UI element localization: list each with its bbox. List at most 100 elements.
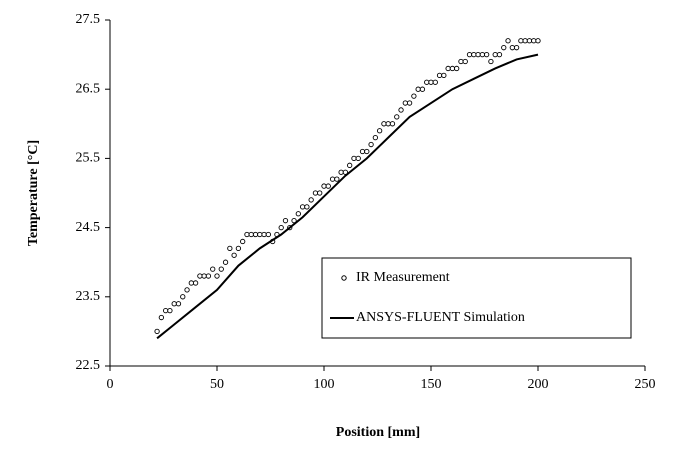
data-point (526, 38, 533, 44)
data-point (231, 252, 237, 258)
data-point (531, 38, 537, 44)
data-point (419, 86, 426, 92)
data-point (454, 65, 460, 72)
data-point (462, 58, 468, 65)
legend-label: ANSYS-FLUENT Simulation (356, 310, 525, 325)
data-point (308, 197, 314, 203)
data-point (441, 72, 447, 79)
data-point (488, 58, 494, 65)
data-point (205, 273, 212, 279)
data-point (411, 93, 417, 99)
data-point (449, 65, 456, 72)
data-point (218, 266, 224, 272)
data-point (240, 238, 246, 245)
data-point (210, 266, 216, 272)
data-point (428, 79, 434, 85)
data-point (197, 273, 203, 279)
data-point (171, 301, 177, 307)
data-point (351, 155, 357, 162)
data-point (184, 287, 190, 293)
data-point (192, 280, 199, 286)
data-point (424, 79, 430, 85)
data-point (329, 176, 336, 182)
data-point (227, 245, 233, 252)
data-point (248, 231, 254, 238)
data-point (389, 121, 396, 127)
data-point (162, 307, 169, 314)
data-point (394, 114, 400, 120)
data-point (214, 273, 220, 279)
data-point (509, 45, 515, 51)
data-point (257, 231, 263, 238)
legend-marker (341, 275, 347, 281)
data-point (376, 128, 383, 134)
x-tick-label: 100 (314, 377, 335, 392)
legend-box (321, 257, 632, 339)
data-point (505, 38, 511, 44)
y-tick-label: 22.5 (76, 358, 101, 373)
data-point (325, 183, 331, 189)
data-point (436, 72, 443, 79)
data-point (364, 148, 370, 155)
data-point (278, 224, 284, 231)
x-tick-label: 150 (421, 377, 442, 392)
data-point (261, 231, 267, 238)
data-line (156, 53, 539, 340)
data-point (299, 204, 306, 210)
data-point (475, 51, 481, 58)
data-point (492, 51, 498, 58)
y-axis-label: Temperature [°C] (26, 140, 41, 246)
data-point (381, 121, 387, 127)
data-point (334, 176, 340, 182)
y-tick-label: 23.5 (76, 289, 101, 304)
data-point (304, 204, 310, 210)
data-point (154, 328, 160, 335)
data-point (479, 51, 486, 58)
data-point (312, 190, 319, 196)
data-point (282, 218, 289, 224)
data-point (471, 51, 477, 58)
x-tick-label: 200 (528, 377, 549, 392)
data-point (398, 107, 404, 113)
data-point (402, 100, 408, 106)
data-point (535, 38, 541, 44)
data-point (385, 121, 391, 127)
y-tick-label: 27.5 (76, 12, 101, 27)
data-point (496, 51, 503, 58)
data-point (265, 231, 272, 238)
x-tick-label: 250 (635, 377, 656, 392)
data-point (317, 190, 323, 196)
data-point (167, 307, 173, 314)
data-point (445, 65, 451, 72)
data-point (415, 86, 421, 92)
data-point (201, 273, 207, 279)
x-tick-label: 0 (107, 377, 114, 392)
data-point (158, 314, 165, 321)
x-tick-label: 50 (210, 377, 224, 392)
data-point (432, 79, 438, 85)
data-point (458, 58, 464, 65)
data-point (321, 183, 327, 189)
data-point (295, 211, 301, 217)
x-axis-label: Position [mm] (336, 425, 420, 440)
legend-label: IR Measurement (356, 270, 450, 285)
data-point (222, 259, 229, 265)
data-point (518, 38, 524, 44)
y-tick-label: 24.5 (76, 220, 101, 235)
data-point (180, 294, 186, 300)
data-point (175, 301, 182, 307)
data-point (372, 134, 379, 141)
data-point (188, 280, 194, 286)
y-tick-label: 26.5 (76, 81, 101, 96)
y-tick-label: 25.5 (76, 151, 101, 166)
data-point (244, 231, 250, 238)
data-point (483, 51, 490, 58)
data-point (355, 155, 361, 162)
data-point (252, 231, 259, 238)
data-point (513, 45, 520, 51)
data-point (522, 38, 528, 44)
data-point (235, 245, 242, 252)
data-point (338, 169, 344, 175)
data-point (501, 45, 507, 51)
